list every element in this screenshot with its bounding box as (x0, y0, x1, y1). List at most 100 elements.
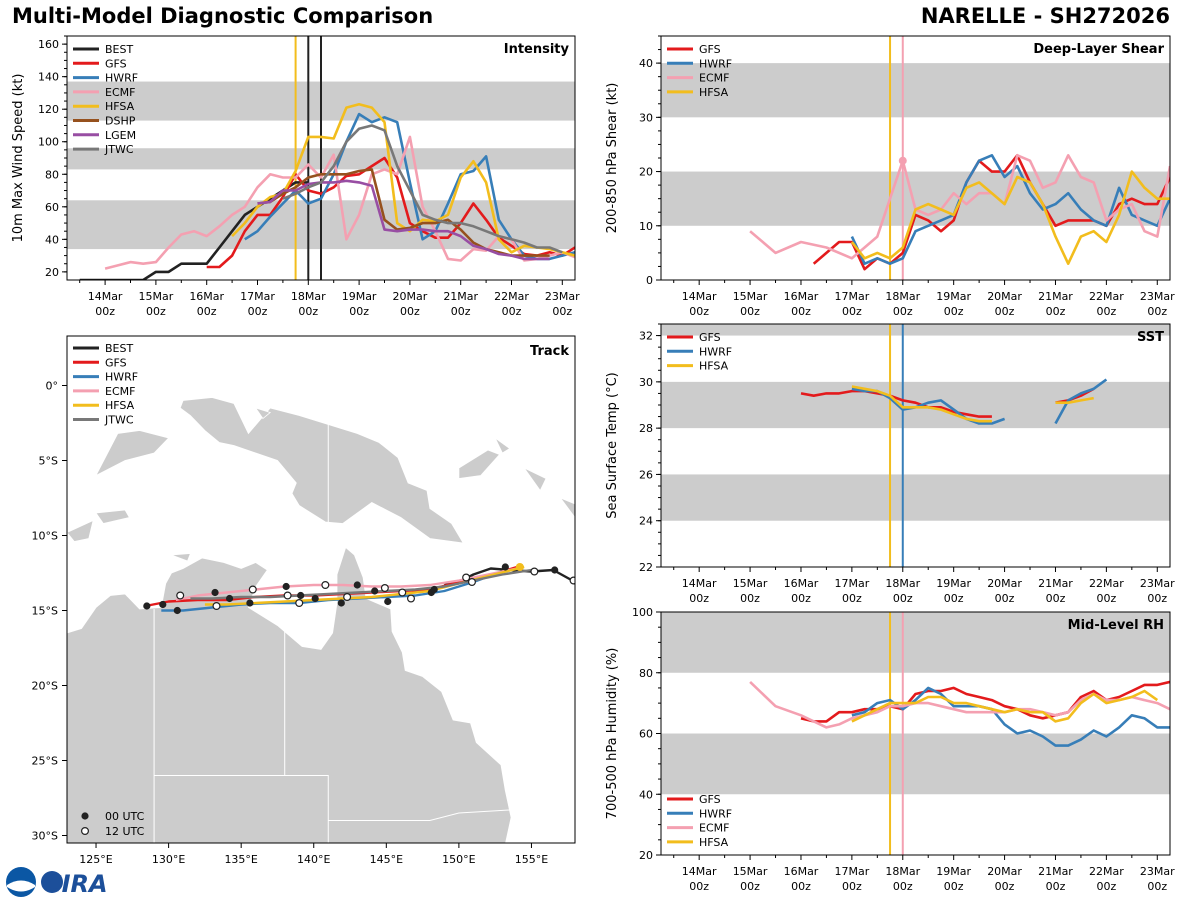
x-tick-label-date: 21Mar (1038, 865, 1073, 878)
y-tick-label: 22 (639, 561, 653, 574)
track-point-00utc (173, 606, 181, 615)
x-tick-label-hour: 00z (944, 592, 964, 605)
y-axis-label: Sea Surface Temp (°C) (605, 372, 620, 519)
data-point-marker (898, 156, 907, 165)
x-tick-label-date: 23Mar (1140, 865, 1175, 878)
legend-label-hwrf: HWRF (105, 72, 138, 85)
shaded-band (661, 612, 1170, 673)
legend-label-gfs: GFS (699, 331, 721, 344)
y-tick-label: 100 (632, 606, 653, 619)
track-point-00utc (430, 585, 438, 594)
shaded-band (661, 63, 1170, 118)
x-tick-label-date: 14Mar (682, 290, 717, 303)
x-tick-label-hour: 00z (248, 305, 268, 318)
x-tick-label-hour: 00z (791, 592, 811, 605)
state-border (284, 630, 329, 843)
x-tick-label-date: 22Mar (1089, 290, 1124, 303)
x-tick-label-hour: 00z (197, 305, 217, 318)
island-landmass (494, 437, 511, 454)
x-tick-label-hour: 00z (1096, 880, 1116, 893)
panel-rh: 20 40 60 80 100 14Mar 00z 15Mar 00z 16Mar 00z 17Mar… (605, 606, 1175, 893)
track-point-00utc (225, 594, 234, 603)
y-tick-label: 10 (639, 220, 653, 233)
x-tick-label-hour: 00z (95, 305, 115, 318)
shaded-band (661, 324, 1170, 336)
panel-title: Deep-Layer Shear (1033, 42, 1164, 57)
island-landmass (95, 430, 170, 477)
y-tick-label: 40 (639, 57, 653, 70)
legend-label-best: BEST (105, 43, 133, 56)
y-tick-label: 20 (639, 849, 653, 862)
y-tick-label: 60 (639, 728, 653, 741)
hfsa-current-position (515, 563, 524, 571)
series-hfsa-line (1055, 396, 1094, 405)
x-tick-label-hour: 00z (689, 880, 709, 893)
y-tick-label: 20°S (32, 680, 58, 693)
x-tick-label-hour: 00z (502, 305, 522, 318)
track-point-00utc (384, 597, 392, 606)
island-landmass (559, 497, 575, 519)
y-tick-label: 0 (646, 274, 653, 287)
x-tick-label: 135°E (224, 853, 257, 866)
series-hfsa-line (231, 103, 575, 257)
state-border (328, 809, 510, 821)
track-point-12utc (406, 594, 415, 603)
x-tick-label-date: 23Mar (545, 290, 580, 303)
legend-label-ecmf: ECMF (105, 86, 135, 99)
legend-label-hwrf: HWRF (699, 345, 732, 358)
x-tick-label-hour: 00z (944, 880, 964, 893)
logo-text: CIRA (44, 870, 108, 898)
australia-landmass (67, 546, 512, 843)
island-landmass (523, 467, 547, 492)
x-tick-label-date: 22Mar (1089, 577, 1124, 590)
x-tick-label-date: 22Mar (494, 290, 529, 303)
y-tick-label: 10°S (32, 530, 58, 543)
track-point-12utc (380, 583, 389, 592)
legend-label-12utc: 12 UTC (105, 825, 145, 838)
x-tick-label-date: 15Mar (733, 865, 768, 878)
series-hwrf-line (1054, 378, 1108, 425)
track-point-12utc (212, 601, 221, 610)
y-tick-label: 80 (45, 168, 59, 181)
cira-logo: CIRA (6, 867, 108, 898)
series-hwrf-line (851, 686, 1170, 747)
figure-title: Multi-Model Diagnostic Comparison (12, 4, 434, 28)
x-tick-label-hour: 00z (451, 305, 471, 318)
track-point-00utc (297, 591, 305, 600)
legend-label-ecmf: ECMF (105, 385, 135, 398)
x-tick-label-hour: 00z (146, 305, 166, 318)
x-tick-label-hour: 00z (1147, 880, 1167, 893)
y-tick-label: 120 (38, 103, 59, 116)
track-point-12utc (176, 591, 185, 600)
series-hfsa-line (851, 689, 1159, 723)
track-point-12utc (530, 567, 539, 576)
x-tick-label-date: 18Mar (885, 577, 920, 590)
legend-label-best: BEST (105, 342, 133, 355)
track-point-12utc (398, 588, 407, 597)
track-ecmf-line (175, 567, 518, 602)
x-tick-label: 130°E (152, 853, 185, 866)
series-jtwc-line (282, 124, 563, 254)
legend-label-gfs: GFS (105, 57, 127, 70)
track-point-00utc (143, 602, 151, 610)
track-point-00utc (551, 566, 559, 574)
x-tick-label-hour: 00z (689, 592, 709, 605)
legend-label-ecmf: ECMF (699, 822, 729, 835)
track-point-00utc (159, 600, 167, 609)
x-tick-label-date: 15Mar (139, 290, 174, 303)
x-tick-label: 125°E (79, 853, 112, 866)
x-tick-label-date: 17Mar (834, 577, 869, 590)
x-tick-label-hour: 00z (791, 880, 811, 893)
track-point-12utc (321, 580, 330, 589)
x-tick-label-hour: 00z (1147, 592, 1167, 605)
panel-title: Intensity (504, 42, 570, 57)
legend-label-jtwc: JTWC (104, 414, 134, 427)
x-tick-label-date: 14Mar (88, 290, 123, 303)
y-axis-label: 700-500 hPa Humidity (%) (605, 648, 620, 820)
panel-title: Mid-Level RH (1068, 618, 1164, 633)
legend-marker-00utc (81, 812, 89, 820)
shaded-band (661, 474, 1170, 521)
panel-shear: 0 10 20 30 40 14Mar 00z 15Mar 00z 16Mar 00z 17Mar 00… (605, 35, 1175, 318)
x-tick-label-hour: 00z (740, 592, 760, 605)
axes-frame (66, 335, 576, 844)
